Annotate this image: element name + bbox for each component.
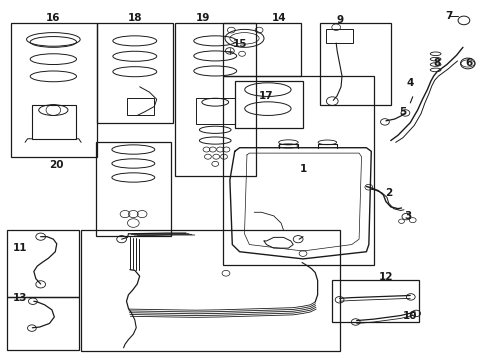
Bar xyxy=(97,23,172,123)
Text: 2: 2 xyxy=(384,188,391,198)
Text: 5: 5 xyxy=(399,107,406,117)
Text: 8: 8 xyxy=(432,58,440,68)
Text: 18: 18 xyxy=(127,13,142,23)
Bar xyxy=(222,23,300,76)
Text: 10: 10 xyxy=(402,311,417,320)
Text: 15: 15 xyxy=(232,39,246,49)
Text: 4: 4 xyxy=(406,78,413,88)
Bar xyxy=(32,105,76,139)
Bar xyxy=(234,81,303,128)
Bar xyxy=(11,23,97,157)
Text: 19: 19 xyxy=(196,13,210,23)
Bar xyxy=(175,23,255,176)
Text: 11: 11 xyxy=(13,243,27,253)
Text: 20: 20 xyxy=(49,160,64,170)
Bar xyxy=(127,98,154,115)
Bar xyxy=(222,76,373,265)
Text: 14: 14 xyxy=(271,13,285,23)
Text: 7: 7 xyxy=(445,11,452,21)
Bar xyxy=(6,230,79,297)
Text: 9: 9 xyxy=(335,15,343,26)
Bar xyxy=(320,23,390,105)
Bar xyxy=(81,230,339,351)
Bar xyxy=(195,98,234,125)
Text: 3: 3 xyxy=(404,211,410,221)
Bar xyxy=(6,297,79,350)
Text: 16: 16 xyxy=(46,13,61,23)
Text: 17: 17 xyxy=(259,91,273,101)
Text: 12: 12 xyxy=(378,272,392,282)
Bar xyxy=(325,30,352,43)
Text: 13: 13 xyxy=(13,293,27,303)
Text: 1: 1 xyxy=(299,164,306,174)
Bar xyxy=(96,142,171,235)
Bar xyxy=(331,280,418,321)
Text: 6: 6 xyxy=(464,58,471,68)
